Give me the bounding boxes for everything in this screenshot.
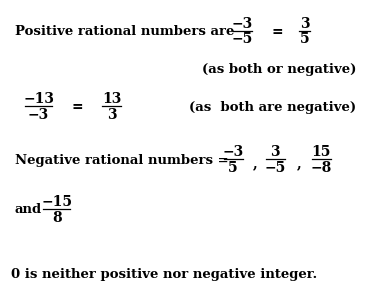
Text: =: = — [71, 100, 83, 114]
Text: ,: , — [253, 156, 257, 170]
Text: (as  both are negative): (as both are negative) — [189, 101, 356, 114]
Text: 0 is neither positive nor negative integer.: 0 is neither positive nor negative integ… — [11, 268, 317, 281]
Text: (as both or negative): (as both or negative) — [201, 63, 356, 76]
Text: 15: 15 — [312, 145, 331, 159]
Text: =: = — [271, 25, 283, 39]
Text: −3: −3 — [222, 145, 244, 159]
Text: ,: , — [297, 156, 301, 170]
Text: Negative rational numbers =: Negative rational numbers = — [15, 153, 228, 167]
Text: −3: −3 — [28, 108, 49, 122]
Text: 5: 5 — [228, 161, 238, 175]
Text: and: and — [15, 203, 42, 217]
Text: −3: −3 — [232, 17, 253, 31]
Text: −5: −5 — [265, 161, 286, 175]
Text: 3: 3 — [107, 108, 117, 122]
Text: Positive rational numbers are: Positive rational numbers are — [15, 25, 234, 38]
Text: −13: −13 — [23, 92, 54, 106]
Text: −8: −8 — [310, 161, 332, 175]
Text: 8: 8 — [52, 210, 62, 225]
Text: −5: −5 — [232, 32, 253, 47]
Text: 3: 3 — [270, 145, 280, 159]
Text: 3: 3 — [300, 17, 309, 31]
Text: 13: 13 — [102, 92, 121, 106]
Text: −15: −15 — [41, 195, 72, 209]
Text: 5: 5 — [300, 32, 309, 47]
